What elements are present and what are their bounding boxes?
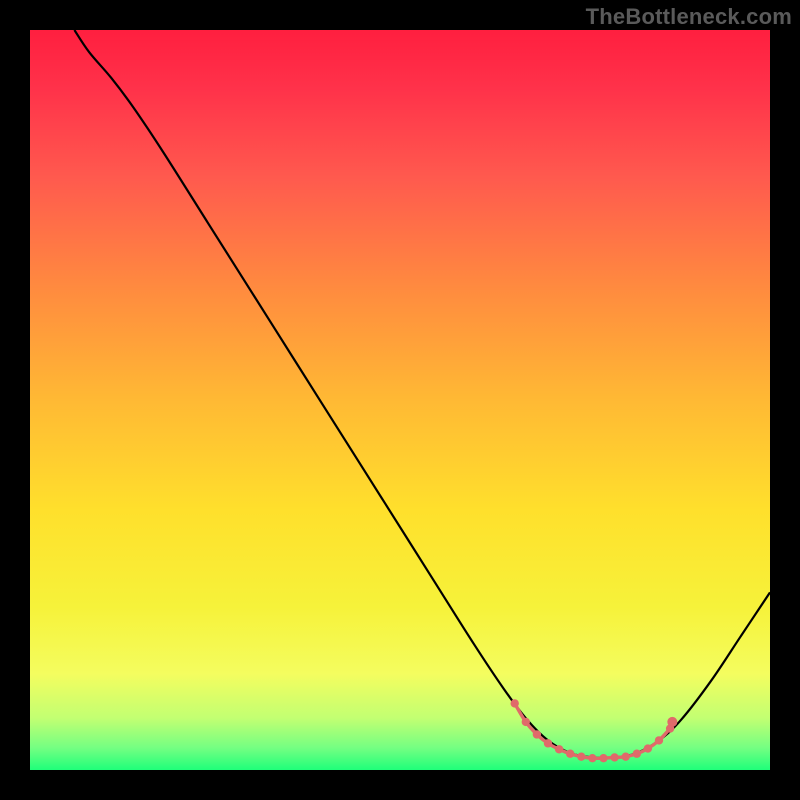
chart-container: TheBottleneck.com — [0, 0, 800, 800]
band-marker — [533, 730, 541, 738]
band-marker — [610, 753, 618, 761]
band-marker — [655, 736, 663, 744]
bottleneck-curve — [74, 30, 770, 758]
band-marker — [622, 752, 630, 760]
watermark-text: TheBottleneck.com — [586, 4, 792, 30]
band-marker — [544, 739, 552, 747]
band-marker — [522, 718, 530, 726]
band-end-marker — [667, 717, 677, 727]
bottom-band-markers — [511, 699, 678, 762]
band-marker — [555, 745, 563, 753]
plot-area — [30, 30, 770, 770]
band-marker — [511, 699, 519, 707]
band-marker — [577, 752, 585, 760]
band-marker — [633, 750, 641, 758]
band-marker — [599, 754, 607, 762]
curve-layer — [30, 30, 770, 770]
band-marker — [588, 754, 596, 762]
band-marker — [566, 750, 574, 758]
band-marker — [644, 744, 652, 752]
